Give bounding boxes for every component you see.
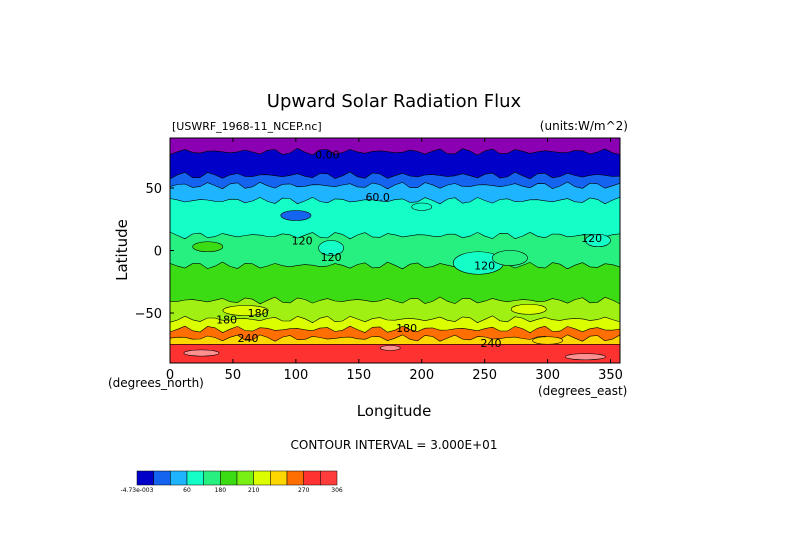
chart-title: Upward Solar Radiation Flux bbox=[267, 91, 522, 112]
x-tick-label-7: 350 bbox=[598, 368, 623, 383]
colorbar-swatch-10 bbox=[303, 470, 321, 486]
colorbar: -4.73e-003 60 180 210 270 306 bbox=[121, 470, 343, 494]
file-label: [USWRF_1968-11_NCEP.nc] bbox=[172, 120, 322, 133]
colorbar-label-5: 306 bbox=[331, 487, 343, 494]
colorbar-swatch-1 bbox=[153, 470, 171, 486]
colorbar-label-4: 270 bbox=[298, 487, 310, 494]
colorbar-label-2: 180 bbox=[215, 487, 227, 494]
colorbar-swatch-6 bbox=[236, 470, 254, 486]
patch-10 bbox=[379, 345, 401, 351]
y-unit-note: (degrees_north) bbox=[108, 376, 204, 390]
band-4 bbox=[170, 196, 620, 239]
band-0 bbox=[170, 138, 620, 156]
y-axis-label: Latitude bbox=[113, 219, 131, 281]
contour-label-2: 120 bbox=[581, 232, 602, 245]
contour-label-7: 180 bbox=[216, 313, 237, 326]
contour-label-6: 180 bbox=[248, 307, 269, 320]
x-unit-note: (degrees_east) bbox=[538, 384, 627, 398]
colorbar-swatch-0 bbox=[136, 470, 154, 486]
band-8 bbox=[170, 315, 620, 333]
contour-label-0: 0.00 bbox=[315, 148, 340, 161]
x-tick-label-4: 200 bbox=[409, 368, 434, 383]
x-axis: 0 50 100 150 200 250 300 350 bbox=[166, 138, 623, 383]
colorbar-swatch-9 bbox=[286, 470, 304, 486]
colorbar-swatch-8 bbox=[270, 470, 288, 486]
y-axis: 50 0 −50 bbox=[135, 182, 174, 322]
x-axis-label: Longitude bbox=[357, 402, 432, 420]
x-tick-label-5: 250 bbox=[472, 368, 497, 383]
contour-label-1: 60.0 bbox=[365, 191, 390, 204]
colorbar-swatch-2 bbox=[170, 470, 188, 486]
colorbar-swatch-4 bbox=[203, 470, 221, 486]
colorbar-label-1: 60 bbox=[183, 487, 191, 494]
y-tick-label-2: −50 bbox=[135, 307, 162, 322]
contour-label-9: 240 bbox=[238, 332, 259, 345]
patch-7 bbox=[222, 305, 269, 316]
patch-8 bbox=[510, 303, 547, 315]
colorbar-swatch-11 bbox=[320, 470, 338, 486]
colorbar-swatch-7 bbox=[253, 470, 271, 486]
patch-1 bbox=[318, 240, 345, 256]
contour-label-5: 120 bbox=[474, 260, 495, 273]
band-1 bbox=[170, 147, 620, 179]
x-tick-label-3: 150 bbox=[346, 368, 371, 383]
patch-11 bbox=[532, 336, 564, 345]
contour-label-10: 240 bbox=[480, 337, 501, 350]
y-tick-label-0: 50 bbox=[145, 182, 162, 197]
colorbar-label-0: -4.73e-003 bbox=[121, 487, 154, 494]
contour-label-3: 120 bbox=[292, 235, 313, 248]
colorbar-swatch-5 bbox=[220, 470, 238, 486]
x-tick-label-2: 100 bbox=[283, 368, 308, 383]
contour-label-4: 120 bbox=[321, 251, 342, 264]
x-tick-label-1: 50 bbox=[225, 368, 242, 383]
plot-area bbox=[170, 138, 620, 363]
band-6 bbox=[170, 261, 620, 304]
patch-9 bbox=[183, 349, 220, 357]
units-label: (units:W/m^2) bbox=[540, 119, 628, 133]
patch-12 bbox=[564, 353, 606, 361]
band-11 bbox=[170, 344, 620, 363]
colorbar-label-3: 210 bbox=[248, 487, 260, 494]
x-tick-label-0: 0 bbox=[166, 368, 174, 383]
colorbar-swatch-3 bbox=[186, 470, 204, 486]
contour-interval: CONTOUR INTERVAL = 3.000E+01 bbox=[291, 438, 498, 452]
patch-5 bbox=[280, 210, 312, 221]
contour-label-8: 180 bbox=[396, 322, 417, 335]
patch-0 bbox=[192, 241, 224, 253]
band-7 bbox=[170, 296, 620, 323]
x-tick-label-6: 300 bbox=[535, 368, 560, 383]
patch-4 bbox=[585, 233, 611, 248]
patch-6 bbox=[411, 202, 433, 211]
patch-3 bbox=[491, 250, 528, 266]
y-tick-label-1: 0 bbox=[154, 245, 162, 260]
